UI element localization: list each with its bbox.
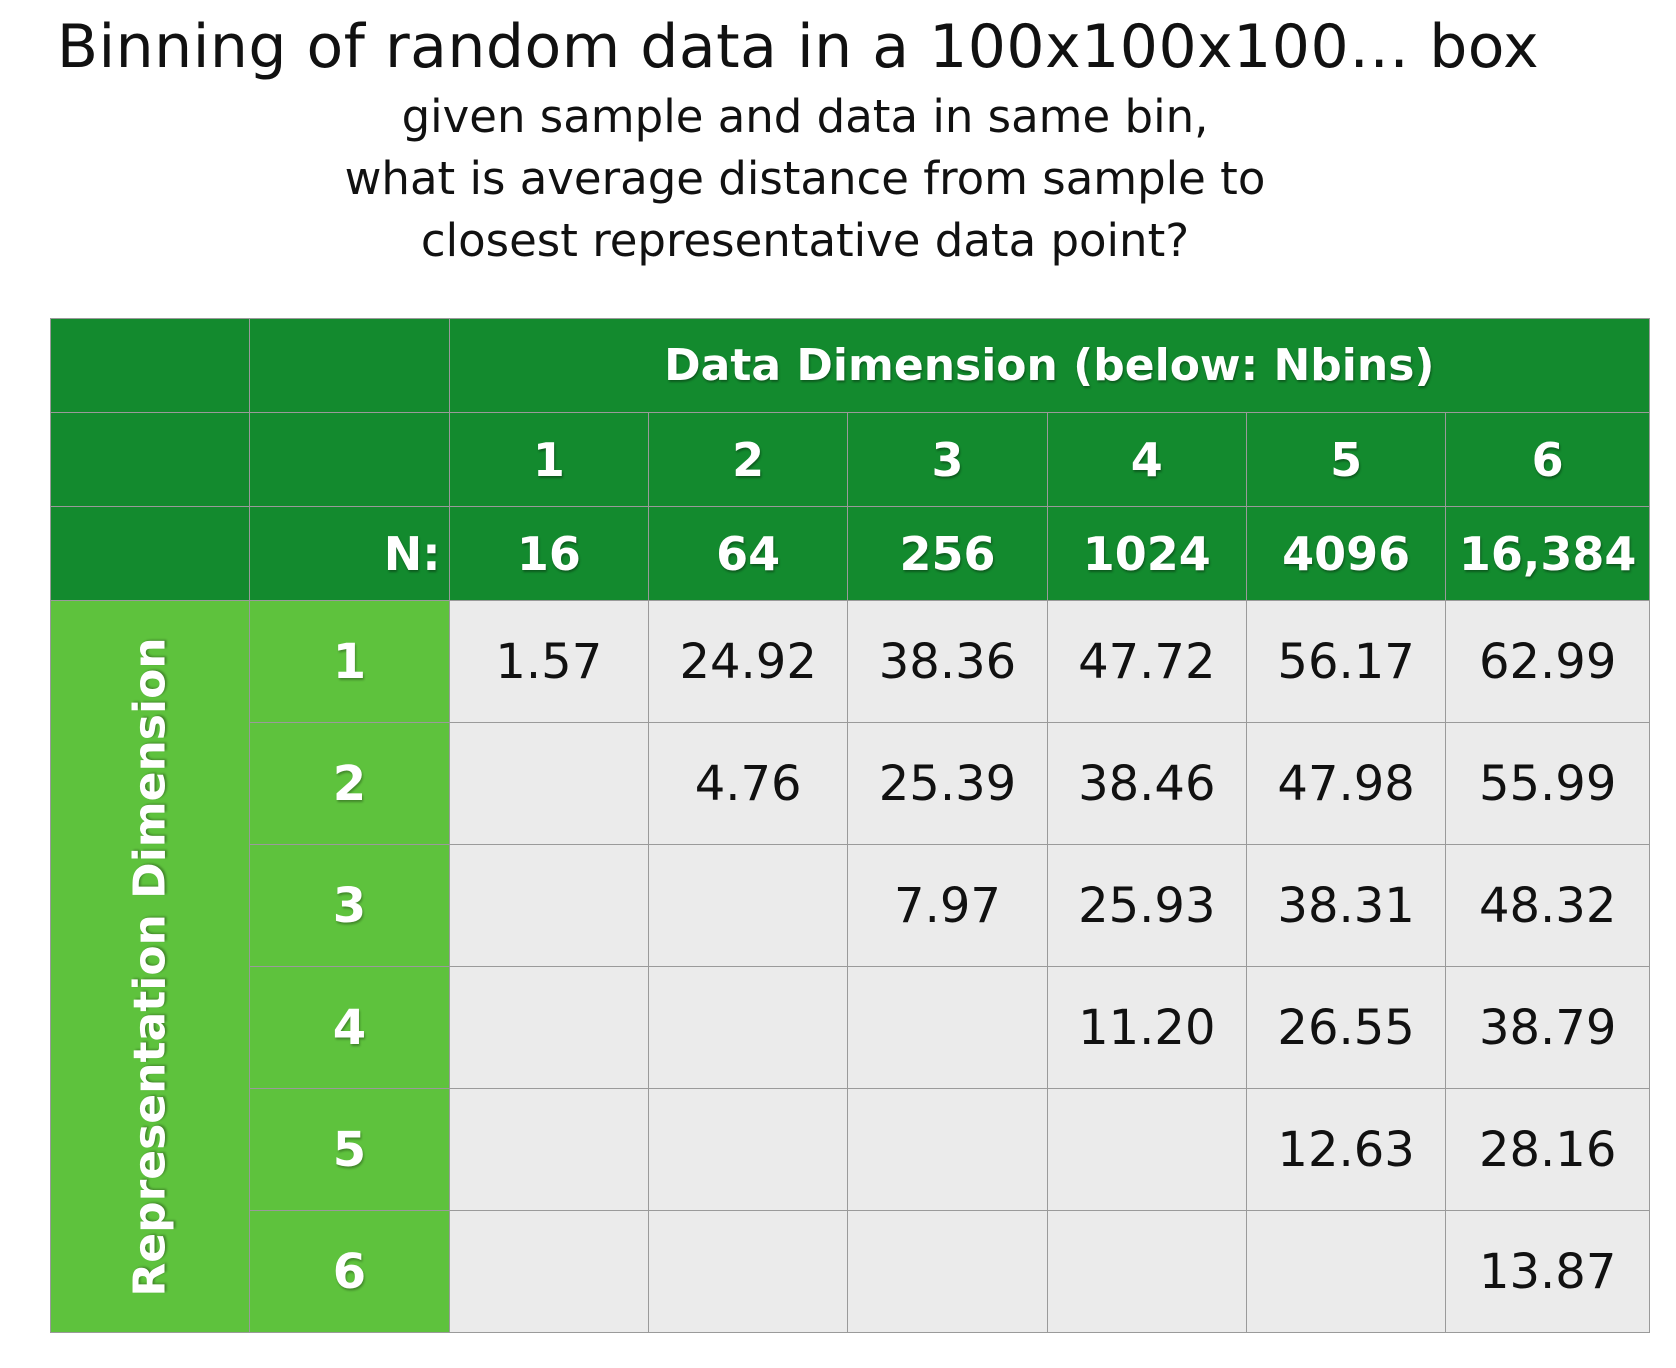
table-cell: 7.97 [847,844,1048,967]
nbins-value: 64 [647,506,849,601]
corner-cell [249,318,450,413]
table-cell: 24.92 [647,600,849,723]
nbins-value: 1024 [1046,506,1247,601]
table-cell: 1.57 [448,600,649,723]
subtitle-line: given sample and data in same bin, [401,90,1209,143]
table-row: 4 11.20 26.55 38.79 [51,966,1650,1089]
subtitle-line: what is average distance from sample to [344,152,1266,205]
table-cell [1046,1210,1247,1333]
table-cell: 47.72 [1046,600,1247,723]
results-table: Data Dimension (below: Nbins) 1 2 3 4 5 … [49,318,1651,1333]
column-header: 4 [1046,412,1247,507]
table-cell: 26.55 [1245,966,1447,1089]
row-label: 5 [249,1088,450,1211]
row-label: 3 [249,844,450,967]
column-header: 1 [448,412,649,507]
column-group-header-row: Data Dimension (below: Nbins) [49,318,1651,413]
nbins-value: 16 [448,506,649,601]
table-cell [448,1088,649,1211]
table-cell [847,1210,1048,1333]
table-cell [448,966,649,1089]
data-dimension-header: Data Dimension (below: Nbins) [448,318,1651,413]
table-row: Representation Dimension 1 1.57 24.92 38… [49,600,1650,1333]
nbins-value: 256 [847,506,1048,601]
table-cell: 25.39 [847,722,1048,845]
nbins-value: 4096 [1245,506,1447,601]
subtitle-line: closest representative data point? [420,214,1190,267]
table-cell [448,844,649,967]
representation-dimension-header-cell: Representation Dimension [49,600,251,1333]
nbins-header-row: N: 16 64 256 1024 4096 16,384 [49,506,1650,601]
table-cell: 38.36 [847,600,1048,723]
row-label: 2 [249,722,450,845]
table-cell [448,722,649,845]
table-cell [448,1210,649,1333]
column-header: 5 [1245,412,1447,507]
representation-dimension-header: Representation Dimension [124,636,176,1297]
table-cell: 12.63 [1245,1088,1447,1211]
dimension-header-row: 1 2 3 4 5 6 [49,412,1650,507]
table-row: 6 13.87 [51,1210,1650,1333]
column-header: 3 [847,412,1048,507]
table-cell [1245,1210,1447,1333]
table-cell [847,1088,1048,1211]
table-cell [1046,1088,1247,1211]
corner-cell [49,318,251,413]
table-cell [647,844,849,967]
row-label: 1 [249,600,450,723]
table-cell [647,966,849,1089]
table-cell: 28.16 [1445,1088,1650,1211]
table-row: 2 4.76 25.39 38.46 47.98 55.99 [51,722,1650,845]
corner-cell [49,412,251,507]
table-cell [647,1088,849,1211]
corner-cell [49,506,251,601]
table-cell [647,1210,849,1333]
column-header: 6 [1445,412,1650,507]
chart-subtitle: given sample and data in same bin, what … [0,86,1610,272]
table-cell: 38.79 [1445,966,1650,1089]
table-cell: 48.32 [1445,844,1650,967]
corner-cell [249,412,450,507]
table-cell [847,966,1048,1089]
table-cell: 55.99 [1445,722,1650,845]
row-label: 6 [249,1210,450,1333]
chart-title: Binning of random data in a 100x100x100…… [56,12,1540,82]
n-label: N: [249,506,450,601]
table-cell: 62.99 [1445,600,1650,723]
table-cell: 38.31 [1245,844,1447,967]
table-cell: 47.98 [1245,722,1447,845]
table-cell: 25.93 [1046,844,1247,967]
table-cell: 4.76 [647,722,849,845]
table-cell: 13.87 [1445,1210,1650,1333]
nbins-value: 16,384 [1445,506,1650,601]
column-header: 2 [647,412,849,507]
row-label: 4 [249,966,450,1089]
table-row: 3 7.97 25.93 38.31 48.32 [51,844,1650,967]
table-cell: 56.17 [1245,600,1447,723]
table-cell: 11.20 [1046,966,1247,1089]
table-row: 5 12.63 28.16 [51,1088,1650,1211]
table-cell: 38.46 [1046,722,1247,845]
